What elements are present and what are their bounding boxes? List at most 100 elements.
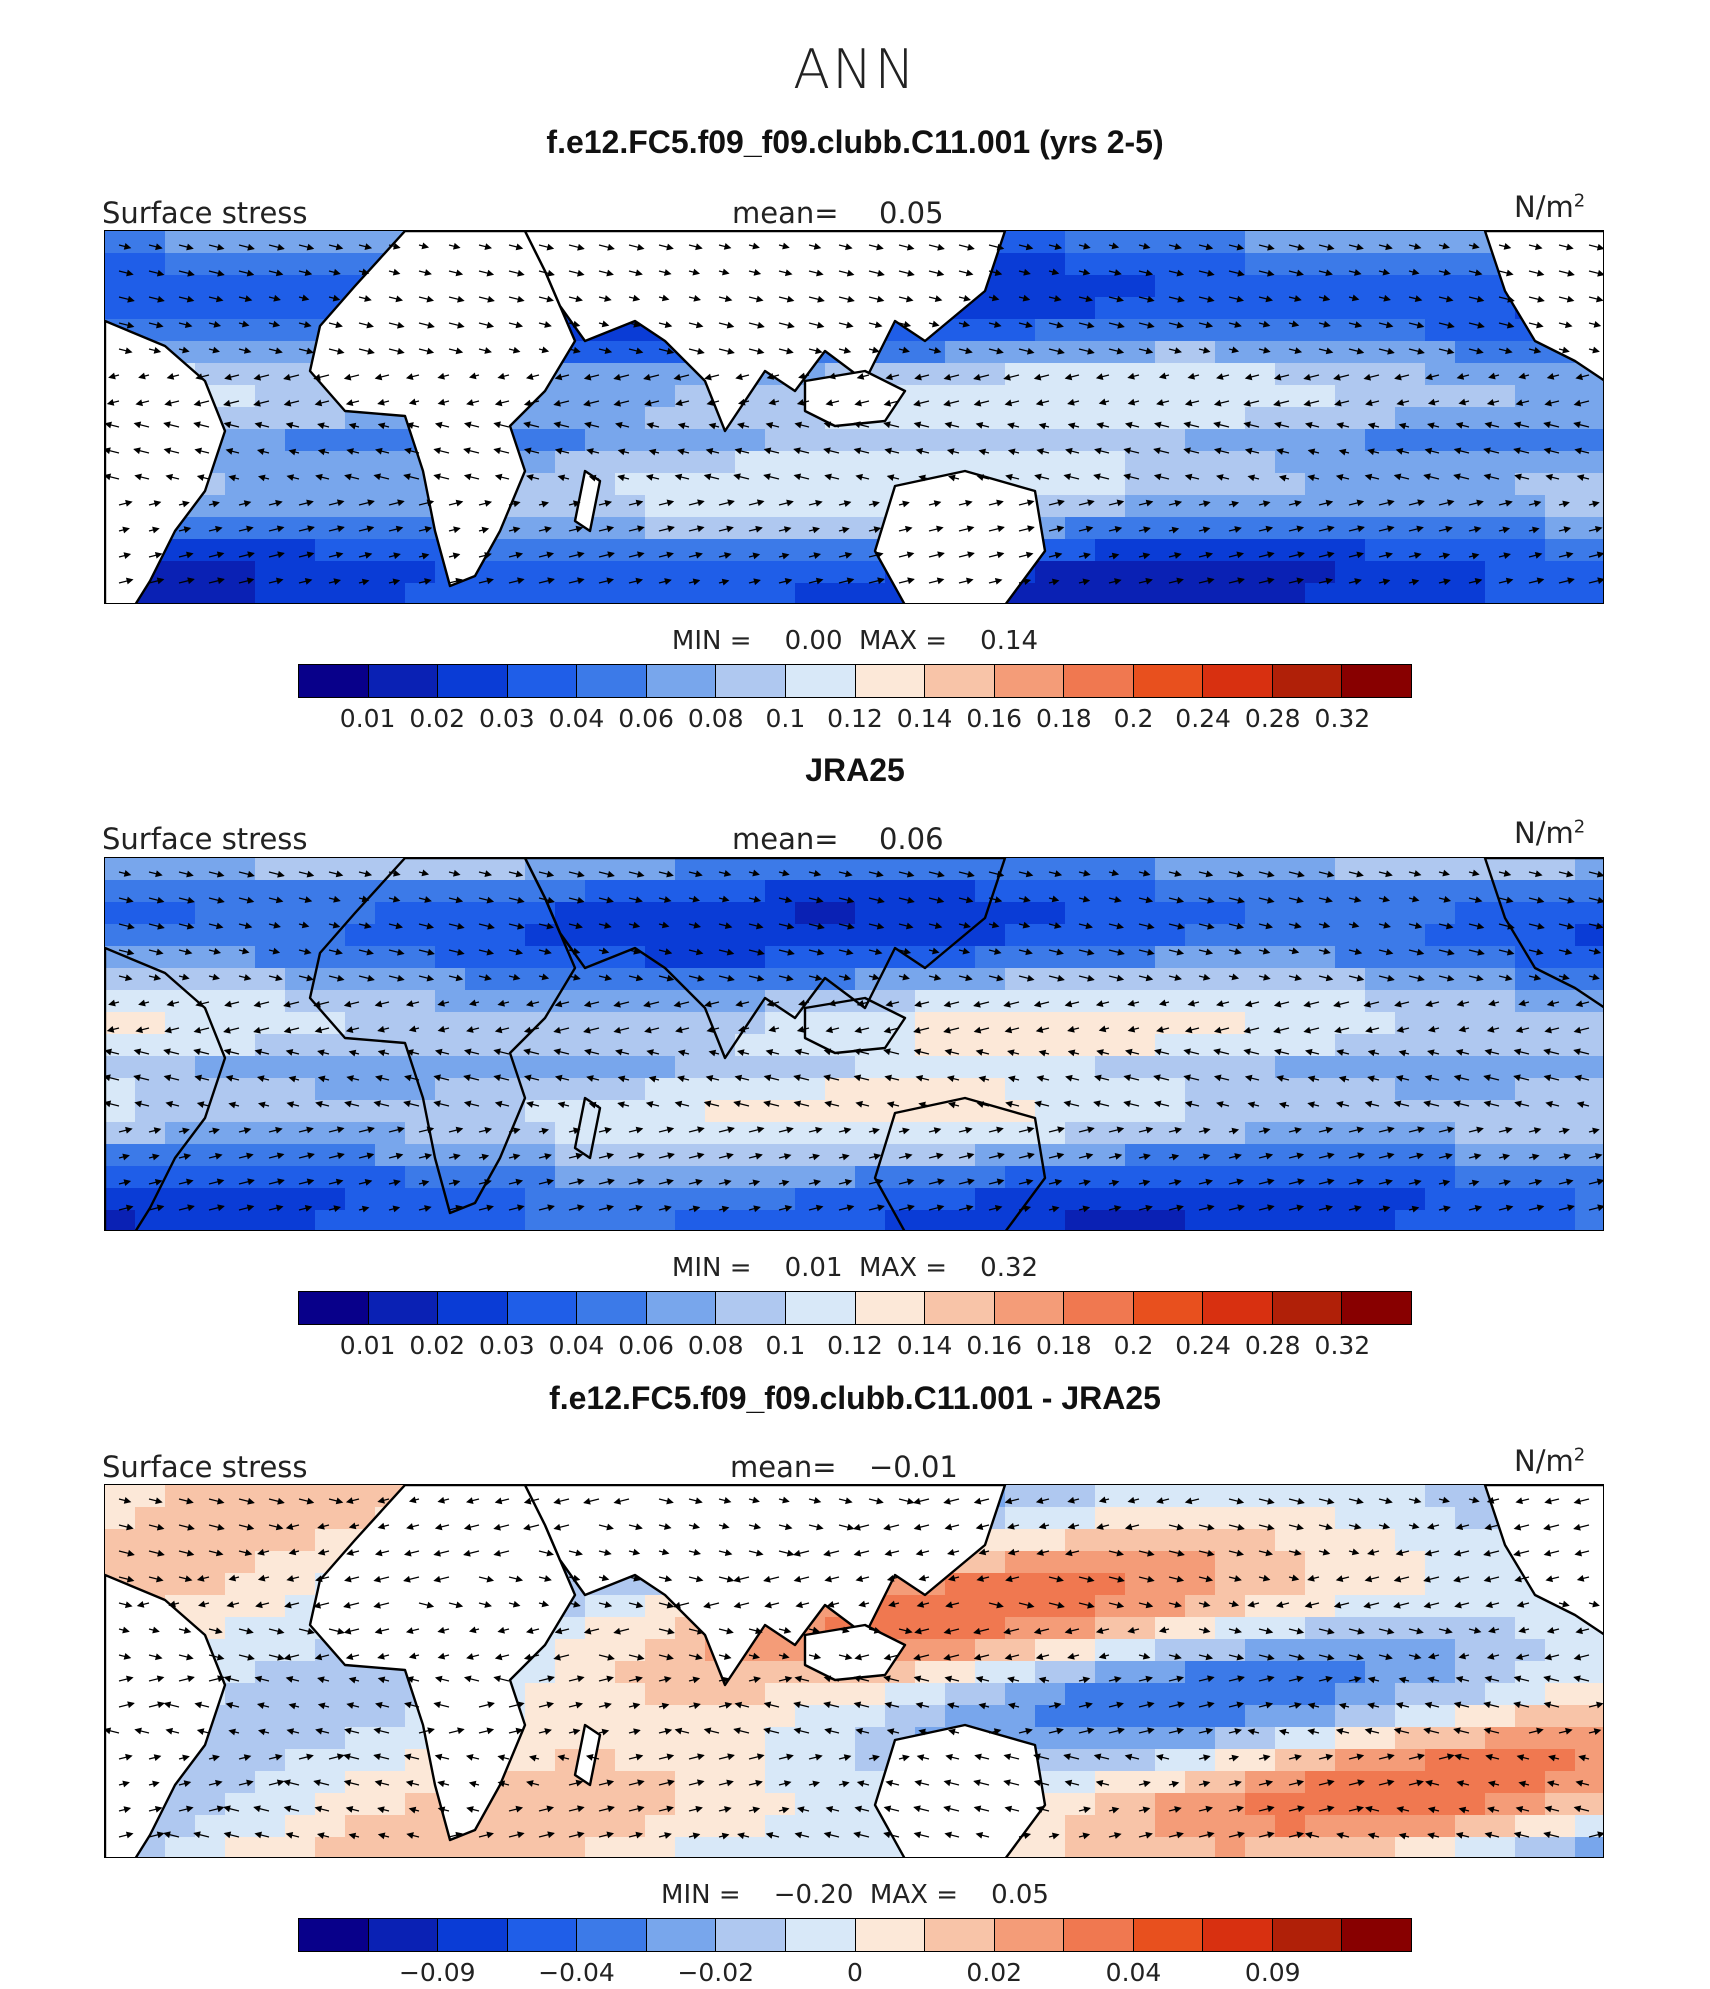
colorbar-tick-label: 0.2	[1113, 1331, 1154, 1360]
colorbar-swatch	[577, 1292, 647, 1324]
stress-vectors	[105, 1496, 1603, 1840]
colorbar-swatch	[855, 1919, 926, 1951]
colorbar-swatch	[368, 665, 439, 697]
max-value: 0.05	[991, 1880, 1049, 1910]
colorbar-tick-label: 0.02	[409, 704, 466, 733]
colorbar-swatch	[507, 665, 578, 697]
colorbar-swatch	[1064, 665, 1134, 697]
colorbar-tick-label: 0.04	[548, 1331, 605, 1360]
colorbar-swatch	[1203, 1919, 1273, 1951]
colorbar-swatch	[299, 1292, 369, 1324]
colorbar-tick-label: 0.12	[827, 1331, 883, 1360]
min-max-stats: MIN = −0.20 MAX = 0.05	[661, 1880, 1049, 1910]
colorbar-swatch	[1133, 665, 1204, 697]
colorbar-swatch	[1342, 1919, 1411, 1951]
field-label: Surface stress	[102, 822, 308, 856]
colorbar-swatch	[785, 1292, 856, 1324]
colorbar	[298, 664, 1412, 698]
colorbar-swatch	[438, 665, 508, 697]
map-model	[104, 230, 1604, 604]
colorbar-swatch	[994, 1292, 1065, 1324]
colorbar-swatch	[1203, 1292, 1273, 1324]
colorbar-swatch	[716, 1919, 786, 1951]
colorbar-swatch	[577, 665, 647, 697]
colorbar-swatch	[925, 1292, 995, 1324]
colorbar	[298, 1918, 1412, 1952]
mean-value: 0.05	[878, 196, 944, 230]
units-label: N/m2	[1514, 1444, 1586, 1478]
colorbar-swatch	[368, 1919, 439, 1951]
colorbar-tick-label: 0.04	[548, 704, 605, 733]
colorbar-swatch	[925, 665, 995, 697]
colorbar-swatch	[438, 1919, 508, 1951]
colorbar-tick-label: 0.28	[1244, 704, 1301, 733]
colorbar-swatch	[646, 1919, 717, 1951]
colorbar-tick-label: 0.1	[765, 1331, 806, 1360]
colorbar-swatch	[994, 1919, 1065, 1951]
colorbar-swatch	[507, 1919, 578, 1951]
colorbar-tick-label: −0.09	[398, 1958, 476, 1987]
colorbar-swatch	[1203, 665, 1273, 697]
colorbar-tick-label: 0.24	[1175, 704, 1231, 733]
stress-vectors	[105, 242, 1603, 586]
land-outline	[105, 231, 1603, 603]
colorbar-tick-label: −0.02	[677, 1958, 755, 1987]
colorbar-tick-label: 0.01	[339, 1331, 396, 1360]
colorbar-tick-label: 0.06	[618, 1331, 674, 1360]
colorbar-swatch	[855, 665, 926, 697]
colorbar-tick-label: 0.16	[966, 1331, 1023, 1360]
colorbar-swatch	[785, 665, 856, 697]
mean-label: mean=	[732, 196, 839, 230]
colorbar-swatch	[855, 1292, 926, 1324]
units-label: N/m2	[1514, 190, 1586, 224]
colorbar-tick-label: 0.28	[1244, 1331, 1301, 1360]
field-label: Surface stress	[102, 196, 308, 230]
panel-title-model: f.e12.FC5.f09_f09.clubb.C11.001 (yrs 2-5…	[546, 124, 1164, 160]
mean-label: mean=	[732, 822, 839, 856]
colorbar-swatch	[716, 665, 786, 697]
colorbar-swatch	[646, 665, 717, 697]
field-label: Surface stress	[102, 1450, 308, 1484]
land-outline	[105, 858, 1603, 1230]
colorbar-swatch	[299, 665, 369, 697]
colorbar-tick-label: 0.14	[896, 1331, 953, 1360]
colorbar-swatch	[1064, 1919, 1134, 1951]
colorbar-tick-label: 0.1	[765, 704, 806, 733]
colorbar	[298, 1291, 1412, 1325]
colorbar-tick-label: 0.03	[479, 704, 535, 733]
panel-title-diff: f.e12.FC5.f09_f09.clubb.C11.001 - JRA25	[549, 1380, 1161, 1416]
colorbar-swatch	[785, 1919, 856, 1951]
colorbar-swatch	[1133, 1292, 1204, 1324]
colorbar-tick-label: 0.32	[1314, 1331, 1371, 1360]
colorbar-swatch	[1342, 665, 1411, 697]
colorbar-tick-label: 0.08	[687, 704, 744, 733]
min-value: 0.00	[784, 626, 843, 656]
colorbar-tick-label: 0.32	[1314, 704, 1371, 733]
colorbar-swatch	[577, 1919, 647, 1951]
colorbar-swatch	[1272, 1919, 1343, 1951]
units-label: N/m2	[1514, 816, 1586, 850]
colorbar-tick-label: 0.01	[339, 704, 396, 733]
colorbar-swatch	[1272, 1292, 1343, 1324]
colorbar-swatch	[925, 1919, 995, 1951]
min-value: 0.01	[784, 1253, 843, 1283]
colorbar-tick-label: 0.18	[1036, 1331, 1092, 1360]
colorbar-tick-label: 0.2	[1113, 704, 1154, 733]
colorbar-tick-label: 0.12	[827, 704, 883, 733]
panel-title-obs: JRA25	[805, 752, 905, 788]
page-title: ANN	[793, 38, 917, 101]
colorbar-ticks: 0.01 0.02 0.03 0.04 0.06 0.08 0.1 0.12 0.14 0.16 0…	[298, 1331, 1412, 1361]
colorbar-swatch	[646, 1292, 717, 1324]
colorbar-tick-label: 0	[847, 1958, 863, 1987]
colorbar-ticks: 0.01 0.02 0.03 0.04 0.06 0.08 0.1 0.12 0.14 0.16 0…	[298, 704, 1412, 734]
colorbar-tick-label: 0.02	[966, 1958, 1023, 1987]
map-obs	[104, 857, 1604, 1231]
colorbar-tick-label: 0.06	[618, 704, 674, 733]
colorbar-tick-label: −0.04	[538, 1958, 615, 1987]
colorbar-tick-label: 0.09	[1244, 1958, 1301, 1987]
mean-value: −0.01	[868, 1450, 958, 1484]
land-outline	[105, 1485, 1603, 1857]
field-shading	[105, 858, 1603, 1230]
mean-value: 0.06	[878, 822, 944, 856]
colorbar-swatch	[368, 1292, 439, 1324]
